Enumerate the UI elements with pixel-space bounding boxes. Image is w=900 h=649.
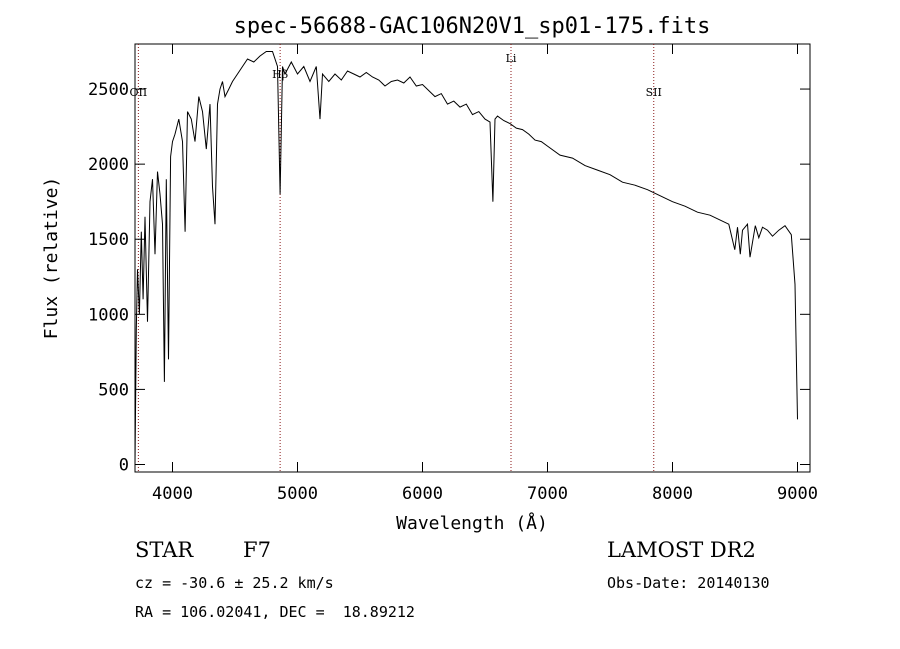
y-tick-label: 1500 — [88, 230, 129, 250]
survey-label: LAMOST DR2 — [607, 538, 756, 562]
obs-date-text: Obs-Date: 20140130 — [607, 574, 770, 592]
x-tick-label: 6000 — [402, 484, 443, 504]
x-axis-label: Wavelength (Å) — [396, 512, 548, 534]
y-tick-label: 0 — [119, 455, 129, 475]
subclass-label: F7 — [243, 538, 271, 562]
plot-frame — [134, 43, 811, 473]
x-tick-label: 9000 — [777, 484, 818, 504]
spectrum-line — [134, 51, 798, 465]
y-tick-label: 500 — [98, 380, 129, 400]
y-axis-label: Flux (relative) — [41, 177, 62, 340]
axis-ticks: 4000 5000 6000 7000 8000 9000 0 500 1000 1500 2000… — [88, 44, 818, 504]
x-tick-label: 4000 — [152, 484, 193, 504]
class-label: STAR — [135, 538, 194, 562]
line-marker-label: Li — [506, 52, 517, 65]
x-tick-label: 7000 — [527, 484, 568, 504]
line-marker-label: SII — [646, 86, 662, 99]
y-tick-label: 2500 — [88, 80, 129, 100]
x-tick-label: 8000 — [652, 484, 693, 504]
line-marker-label: Hβ — [272, 68, 288, 81]
line-marker-label: OII — [130, 86, 148, 99]
coordinates-text: RA = 106.02041, DEC = 18.89212 — [135, 603, 415, 621]
x-tick-label: 5000 — [277, 484, 318, 504]
y-tick-label: 1000 — [88, 305, 129, 325]
chart-title: spec-56688-GAC106N20V1_sp01-175.fits — [234, 14, 711, 39]
y-tick-label: 2000 — [88, 155, 129, 175]
redshift-text: cz = -30.6 ± 25.2 km/s — [135, 574, 334, 592]
